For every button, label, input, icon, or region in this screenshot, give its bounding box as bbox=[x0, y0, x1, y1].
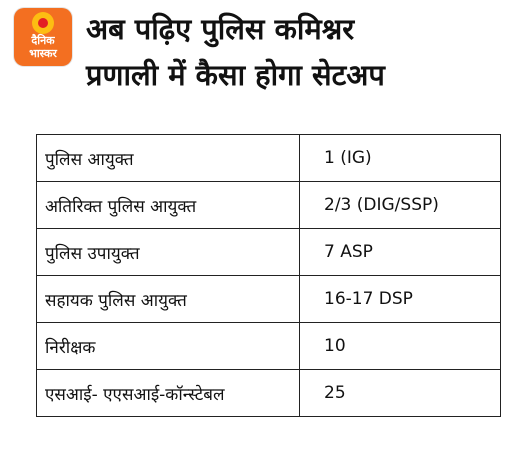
table-row: निरीक्षक 10 bbox=[36, 322, 501, 370]
post-name-cell: सहायक पुलिस आयुक्त bbox=[36, 275, 300, 323]
table-row: अतिरिक्त पुलिस आयुक्त 2/3 (DIG/SSP) bbox=[36, 181, 501, 229]
page-title: अब पढ़िए पुलिस कमिश्नर प्रणाली में कैसा … bbox=[86, 6, 504, 98]
dainik-bhaskar-logo: दैनिक भास्कर bbox=[14, 8, 72, 66]
table-row: पुलिस उपायुक्त 7 ASP bbox=[36, 228, 501, 276]
post-name-cell: पुलिस आयुक्त bbox=[36, 134, 300, 182]
title-line-2: प्रणाली में कैसा होगा सेटअप bbox=[86, 58, 385, 92]
post-name-cell: पुलिस उपायुक्त bbox=[36, 228, 300, 276]
table-row: पुलिस आयुक्त 1 (IG) bbox=[36, 134, 501, 182]
post-count-cell: 2/3 (DIG/SSP) bbox=[299, 181, 501, 229]
table-row: सहायक पुलिस आयुक्त 16-17 DSP bbox=[36, 275, 501, 323]
header: दैनिक भास्कर अब पढ़िए पुलिस कमिश्नर प्रण… bbox=[14, 8, 504, 118]
post-name-cell: निरीक्षक bbox=[36, 322, 300, 370]
post-count-cell: 16-17 DSP bbox=[299, 275, 501, 323]
post-name-cell: एसआई- एएसआई-कॉन्स्टेबल bbox=[36, 369, 300, 417]
post-count-cell: 1 (IG) bbox=[299, 134, 501, 182]
table-row: एसआई- एएसआई-कॉन्स्टेबल 25 bbox=[36, 369, 501, 417]
sun-logo-icon bbox=[32, 12, 54, 34]
post-count-cell: 10 bbox=[299, 322, 501, 370]
post-count-cell: 25 bbox=[299, 369, 501, 417]
title-line-1: अब पढ़िए पुलिस कमिश्नर bbox=[86, 12, 355, 46]
post-count-cell: 7 ASP bbox=[299, 228, 501, 276]
setup-table: पुलिस आयुक्त 1 (IG) अतिरिक्त पुलिस आयुक्… bbox=[36, 134, 501, 417]
logo-text-line1: दैनिक bbox=[31, 34, 55, 47]
logo-text-line2: भास्कर bbox=[29, 47, 57, 60]
post-name-cell: अतिरिक्त पुलिस आयुक्त bbox=[36, 181, 300, 229]
